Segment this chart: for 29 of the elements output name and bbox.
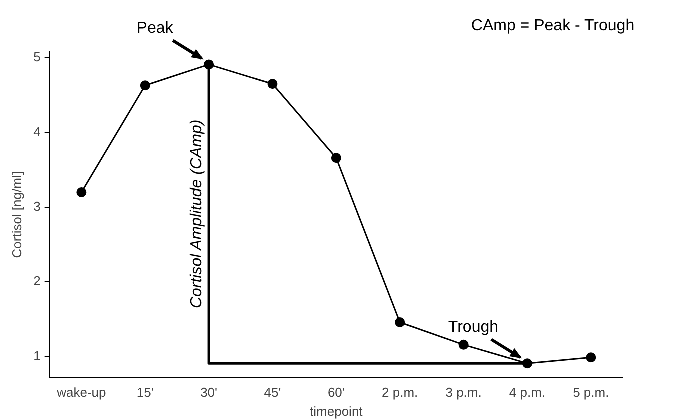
x-tick-label: 3 p.m. <box>446 385 482 400</box>
y-axis-title: Cortisol [ng/ml] <box>9 172 24 258</box>
point <box>522 358 532 369</box>
x-tick-label: 60' <box>328 385 345 400</box>
point <box>395 318 406 328</box>
x-tick-label: 15' <box>136 385 154 400</box>
y-tick-label: 1 <box>34 348 41 364</box>
annotation: Peak <box>136 20 174 38</box>
y-tick-label: 4 <box>34 124 41 140</box>
x-tick-label: 5 p.m. <box>573 385 610 400</box>
annotation: Cortisol Amplitude (CAmp) <box>188 120 206 309</box>
point <box>76 187 87 198</box>
point <box>204 60 214 70</box>
annotation: Trough <box>448 319 499 336</box>
y-tick-label: 3 <box>34 199 41 214</box>
x-axis-title: timepoint <box>310 404 364 419</box>
y-tick-label: 2 <box>34 274 41 289</box>
x-tick-label: 30' <box>200 385 218 400</box>
point <box>268 79 278 90</box>
x-tick-label: wake-up <box>56 385 106 400</box>
y-tick-label: 5 <box>34 50 41 65</box>
point <box>331 153 342 164</box>
text: CAmp = Peak - Trough <box>471 17 635 34</box>
point <box>458 340 469 350</box>
x-tick-label: 2 p.m. <box>382 385 418 400</box>
x-tick-label: 45' <box>264 385 282 400</box>
point <box>586 352 596 363</box>
x-tick-label: 4 p.m. <box>509 385 546 400</box>
point <box>140 80 150 91</box>
